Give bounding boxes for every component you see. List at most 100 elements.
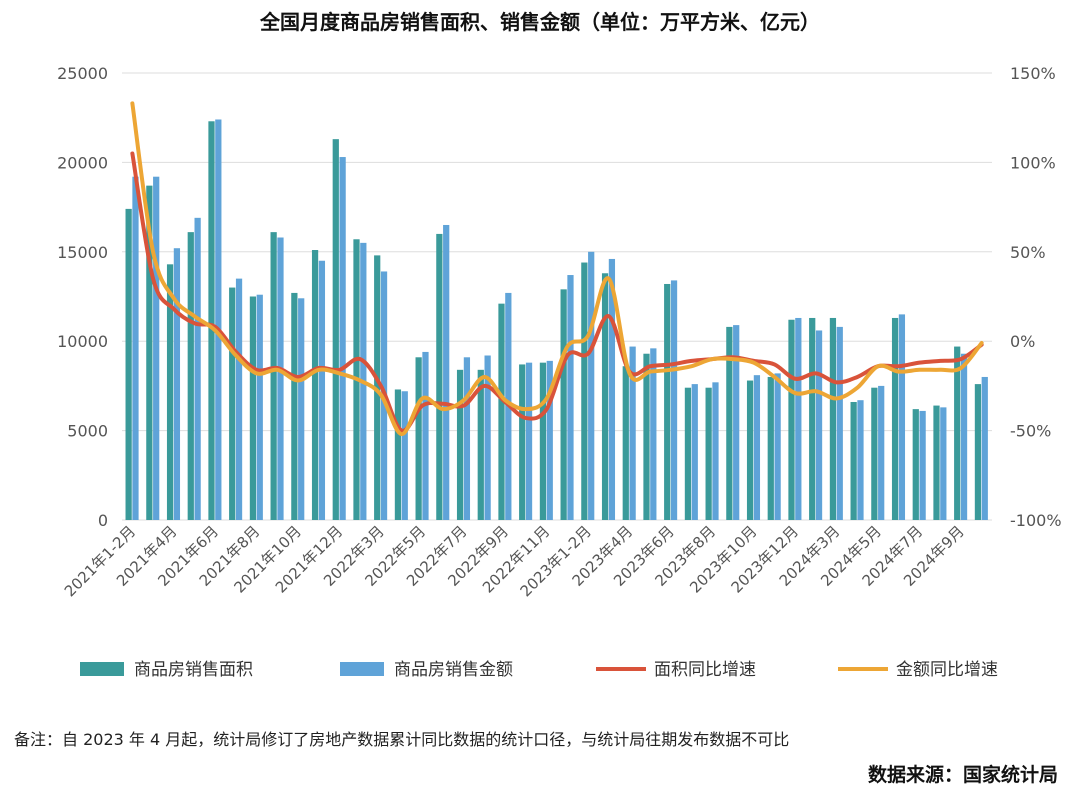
bar	[291, 292, 298, 520]
y-tick-label: 25000	[57, 64, 108, 83]
line-layer	[130, 101, 984, 437]
bar	[256, 294, 263, 520]
bar	[981, 376, 988, 520]
bar	[857, 400, 864, 520]
bar	[422, 351, 429, 520]
bar	[187, 232, 194, 520]
grid-layer	[122, 72, 992, 521]
bar	[664, 283, 671, 520]
bar	[311, 250, 319, 520]
bar	[753, 375, 761, 520]
bar	[933, 405, 940, 520]
bar	[643, 353, 650, 520]
bar	[829, 317, 837, 520]
bar	[560, 289, 567, 520]
bar	[684, 387, 692, 520]
data-source: 数据来源：国家统计局	[867, 764, 1058, 786]
bar	[588, 251, 595, 521]
bar	[608, 258, 616, 520]
bar	[691, 384, 698, 520]
bar	[567, 275, 574, 520]
bar	[277, 237, 284, 520]
bar	[795, 317, 802, 520]
bar	[235, 278, 243, 520]
bar	[146, 185, 153, 520]
bar	[974, 384, 982, 520]
legend-swatch	[80, 662, 124, 676]
bar	[815, 330, 823, 520]
bar	[270, 232, 277, 520]
bar	[622, 366, 629, 520]
y-tick-label: 10000	[57, 332, 108, 351]
amount-yoy-line	[130, 101, 984, 437]
bar	[601, 273, 609, 520]
bar	[125, 208, 132, 520]
bar	[629, 346, 636, 520]
bar	[484, 355, 491, 520]
bar	[891, 317, 899, 520]
bar	[733, 325, 740, 520]
bar	[960, 353, 968, 520]
bar	[332, 139, 339, 520]
bar	[415, 357, 422, 520]
bar	[477, 369, 484, 520]
bar	[809, 317, 816, 520]
bar	[374, 255, 381, 520]
legend-label: 金额同比增速	[896, 660, 998, 680]
bar	[318, 260, 326, 520]
y2-tick-label: -50%	[1010, 422, 1051, 441]
legend: 商品房销售面积 商品房销售金额 面积同比增速 金额同比增速	[80, 660, 998, 680]
y-tick-label: 15000	[57, 243, 108, 262]
footnote: 备注：自 2023 年 4 月起，统计局修订了房地产数据累计同比数据的统计口径，…	[14, 730, 790, 749]
bar	[153, 176, 160, 520]
bar	[912, 409, 919, 520]
legend-label: 面积同比增速	[654, 660, 756, 680]
bar	[215, 119, 222, 521]
y2-tick-label: -100%	[1010, 511, 1062, 530]
bar	[581, 262, 588, 520]
y2-tick-label: 100%	[1010, 153, 1056, 172]
bar	[871, 387, 878, 520]
bar	[436, 233, 443, 521]
bar	[767, 376, 774, 520]
y-tick-label: 20000	[57, 153, 108, 172]
bar	[919, 410, 926, 520]
bar	[519, 364, 526, 520]
legend-label: 商品房销售金额	[394, 660, 513, 680]
bar	[878, 385, 885, 520]
y2-tick-label: 150%	[1010, 64, 1056, 83]
y2-tick-label: 0%	[1010, 332, 1035, 351]
bar	[525, 362, 533, 520]
bar	[498, 303, 505, 520]
bar	[208, 121, 215, 520]
y2-tick-label: 50%	[1010, 243, 1046, 262]
bar	[670, 280, 678, 520]
legend-swatch	[340, 662, 384, 676]
bar	[401, 391, 408, 520]
bar	[132, 176, 139, 520]
bar	[546, 360, 553, 520]
bar	[746, 380, 754, 520]
bar	[456, 369, 464, 520]
legend-label: 商品房销售面积	[134, 660, 253, 680]
bar	[339, 157, 346, 521]
bar	[774, 373, 781, 520]
bar	[229, 287, 236, 520]
bar	[166, 264, 174, 520]
area-yoy-line	[130, 151, 984, 433]
bar	[712, 382, 719, 520]
y-tick-label: 5000	[67, 422, 108, 441]
bar	[298, 298, 305, 520]
bar	[539, 362, 547, 520]
y-tick-label: 0	[98, 511, 108, 530]
bar	[173, 248, 181, 520]
chart-title: 全国月度商品房销售面积、销售金额（单位：万平方米、亿元）	[260, 10, 820, 34]
bar	[954, 346, 961, 520]
bar	[463, 357, 471, 520]
bar	[850, 401, 857, 520]
bar-layer	[125, 119, 988, 521]
bar	[836, 326, 843, 520]
bar	[940, 407, 947, 520]
bar	[650, 348, 657, 520]
